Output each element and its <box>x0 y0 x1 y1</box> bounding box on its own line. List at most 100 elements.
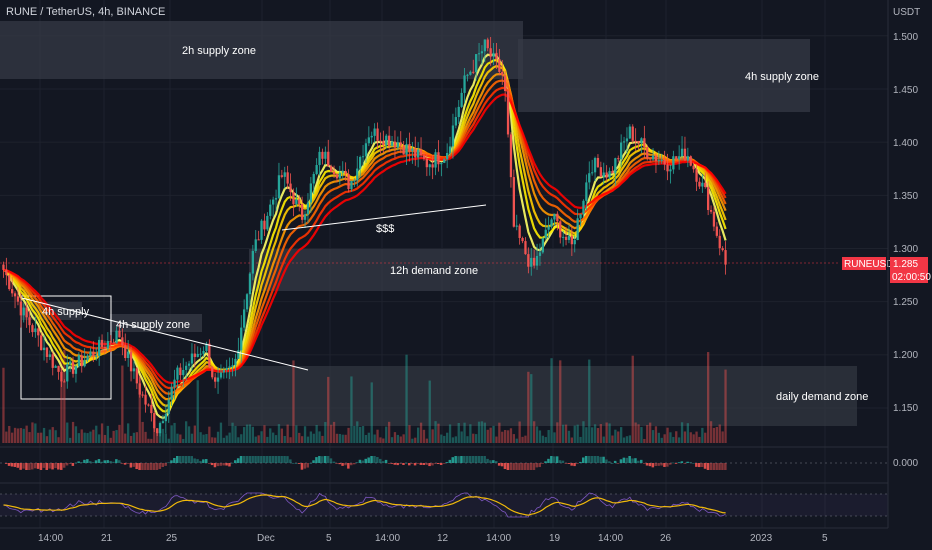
volume-bar <box>48 429 51 443</box>
volume-bar <box>593 424 597 443</box>
oscillator-bar <box>460 456 463 463</box>
candle-body <box>89 351 92 356</box>
candle-body <box>269 204 272 216</box>
oscillator-bar <box>164 463 167 466</box>
oscillator-bar <box>521 463 524 470</box>
volume-bar <box>718 424 721 443</box>
candle-body <box>489 48 492 57</box>
volume-bar <box>95 425 98 443</box>
candle-body <box>460 92 463 107</box>
oscillator-bar <box>529 463 533 470</box>
candle-body <box>402 145 405 155</box>
oscillator-bar <box>184 456 188 463</box>
oscillator-bar <box>123 463 127 465</box>
volume-bar <box>118 424 121 443</box>
oscillator-bar <box>7 463 11 466</box>
volume-bar <box>306 436 310 443</box>
candle-body <box>153 413 156 429</box>
candle-body <box>602 172 605 177</box>
candle-body <box>509 134 513 178</box>
oscillator-bar <box>657 463 660 466</box>
volume-bar <box>260 431 263 443</box>
volume-bar <box>393 432 397 443</box>
volume-bar <box>199 432 202 443</box>
price-tick: 1.200 <box>893 350 918 361</box>
oscillator-bar <box>176 456 179 463</box>
oscillator-bar <box>611 462 614 464</box>
volume-bar <box>205 434 208 443</box>
oscillator-bar <box>39 463 43 470</box>
candle-body <box>318 151 321 166</box>
candle-body <box>704 182 707 188</box>
oscillator-bar <box>335 463 338 464</box>
candle-body <box>393 141 397 148</box>
candle-body <box>292 191 295 205</box>
volume-bar <box>5 431 8 443</box>
volume-bar <box>666 427 669 443</box>
volume-bar <box>298 432 301 443</box>
volume-bar <box>504 429 507 443</box>
candle-body <box>414 148 417 158</box>
candle-body <box>272 199 275 205</box>
oscillator-bar <box>60 463 63 470</box>
candle-body <box>622 141 626 143</box>
oscillator-bar <box>619 459 623 463</box>
oscillator-bar <box>468 456 472 463</box>
price-tag-value: 1.285 <box>893 259 918 270</box>
candle-body <box>158 423 162 434</box>
candle-body <box>28 317 31 326</box>
volume-bar <box>185 421 188 443</box>
volume-bar <box>649 422 652 443</box>
volume-bar <box>451 437 455 443</box>
candle-body <box>373 128 376 136</box>
candle-body <box>190 353 194 364</box>
volume-bar <box>704 432 707 443</box>
oscillator-bar <box>454 456 457 463</box>
candle-body <box>176 367 179 380</box>
oscillator-bar <box>463 456 466 463</box>
oscillator-bar <box>210 463 214 466</box>
oscillator-bar <box>390 463 394 464</box>
candle-body <box>390 141 394 146</box>
oscillator-bar <box>222 463 225 466</box>
volume-bar <box>330 424 333 443</box>
oscillator-bar <box>457 456 460 463</box>
trendline-descending[interactable] <box>21 297 309 371</box>
candle-body <box>324 151 327 159</box>
label-4h-supply-left: 4h supply zone <box>116 319 190 331</box>
candle-body <box>251 250 254 274</box>
volume-bar <box>425 438 428 443</box>
candle-body <box>518 225 521 238</box>
candle-body <box>428 164 431 168</box>
oscillator-bar <box>561 460 565 463</box>
oscillator-bar <box>271 456 275 463</box>
volume-bar <box>2 367 5 443</box>
candle-body <box>135 368 138 384</box>
candle-body <box>179 367 182 376</box>
candle-body <box>19 301 22 316</box>
volume-bar <box>28 432 31 443</box>
oscillator-bar <box>315 457 318 463</box>
candle-body <box>486 39 489 49</box>
volume-bar <box>190 433 194 443</box>
candle-body <box>718 235 721 249</box>
candle-body <box>216 377 220 382</box>
time-label: 14:00 <box>486 533 511 544</box>
oscillator-bar <box>318 456 321 463</box>
candle-body <box>434 152 437 168</box>
volume-bar <box>585 427 588 443</box>
oscillator-bar <box>207 463 211 464</box>
oscillator-bar <box>495 461 498 463</box>
oscillator-bar <box>28 463 31 470</box>
oscillator-bar <box>277 456 280 463</box>
symbol-tag[interactable]: RUNEUSDT 1.285 02:00:50 <box>842 257 931 283</box>
volume-bar <box>11 432 14 443</box>
price-tick: 1.500 <box>893 32 918 43</box>
candle-body <box>649 158 652 160</box>
oscillator-bar <box>294 462 298 464</box>
trendline-liquidity[interactable] <box>281 204 487 231</box>
candle-body <box>132 368 136 372</box>
zone-daily-demand <box>228 366 857 426</box>
oscillator-bar <box>22 463 25 469</box>
